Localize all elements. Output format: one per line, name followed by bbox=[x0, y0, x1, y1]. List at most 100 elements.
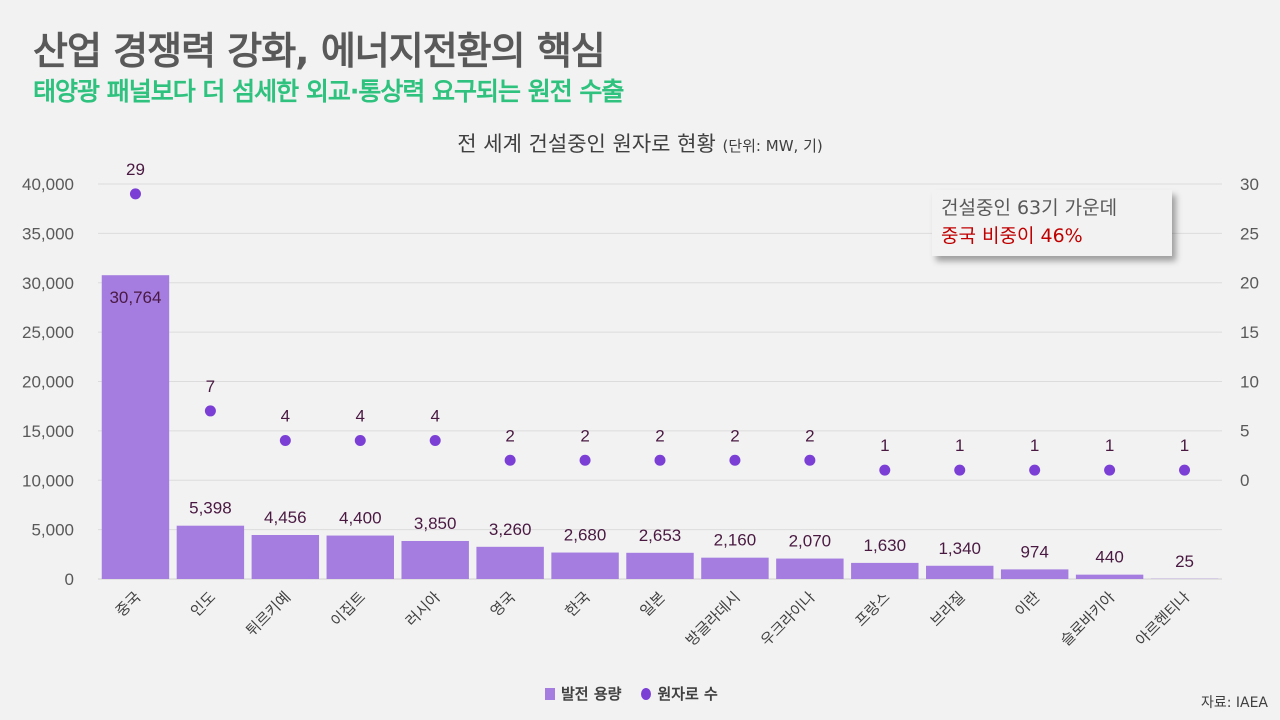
dot-value-label: 1 bbox=[1105, 436, 1114, 455]
dot-13 bbox=[1029, 464, 1041, 476]
y-right-tick-label: 15 bbox=[1240, 323, 1259, 342]
y-right-tick-label: 25 bbox=[1240, 224, 1259, 243]
y-right-tick-label: 10 bbox=[1240, 372, 1259, 391]
bar-8 bbox=[626, 552, 694, 579]
y-left-tick-label: 5,000 bbox=[31, 521, 74, 540]
bar-value-label: 25 bbox=[1175, 552, 1194, 571]
bar-value-label: 2,680 bbox=[564, 526, 607, 545]
bar-value-label: 4,400 bbox=[339, 509, 382, 528]
dot-value-label: 1 bbox=[880, 436, 889, 455]
dot-3 bbox=[279, 435, 291, 447]
y-left-tick-label: 0 bbox=[65, 570, 74, 589]
bar-6 bbox=[476, 546, 544, 579]
dot-value-label: 1 bbox=[955, 436, 964, 455]
bar-11 bbox=[851, 562, 919, 579]
dot-9 bbox=[729, 454, 741, 466]
y-right-tick-label: 5 bbox=[1240, 422, 1249, 441]
bar-value-label: 2,160 bbox=[714, 531, 757, 550]
legend-dot-label: 원자로 수 bbox=[657, 685, 718, 703]
bar-7 bbox=[551, 552, 619, 579]
source-note: 자료: IAEA bbox=[1200, 695, 1268, 711]
x-category-label: 튀르키예 bbox=[242, 588, 294, 640]
bar-5 bbox=[401, 540, 469, 579]
y-left-tick-label: 20,000 bbox=[22, 373, 74, 392]
x-category-label: 브라질 bbox=[927, 588, 969, 630]
dot-14 bbox=[1104, 464, 1116, 476]
bar-value-label: 3,850 bbox=[414, 514, 457, 533]
dot-value-label: 7 bbox=[206, 377, 215, 396]
x-category-label: 우크라이나 bbox=[757, 588, 819, 650]
dot-12 bbox=[954, 464, 966, 476]
callout-box: 건설중인 63기 가운데 중국 비중이 46% bbox=[932, 190, 1172, 256]
legend-bar-label: 발전 용량 bbox=[561, 685, 622, 703]
dot-7 bbox=[579, 454, 591, 466]
bar-12 bbox=[926, 565, 994, 579]
chart-title: 전 세계 건설중인 원자로 현황 (단위: MW, 기) bbox=[0, 128, 1280, 158]
bar-value-label: 1,340 bbox=[938, 539, 981, 558]
bar-14 bbox=[1075, 574, 1144, 579]
dot-value-label: 1 bbox=[1180, 436, 1189, 455]
dot-1 bbox=[129, 188, 141, 200]
dot-10 bbox=[804, 454, 816, 466]
y-right-tick-label: 0 bbox=[1240, 471, 1249, 490]
y-left-tick-label: 35,000 bbox=[22, 224, 74, 243]
x-category-label: 이란 bbox=[1011, 588, 1043, 620]
page-subtitle: 태양광 패널보다 더 섬세한 외교·통상력 요구되는 원전 수출 bbox=[33, 77, 624, 106]
bar-value-label: 2,070 bbox=[789, 532, 832, 551]
callout-line-2: 중국 비중이 46% bbox=[941, 225, 1083, 247]
bar-value-label: 974 bbox=[1020, 542, 1048, 561]
dot-value-label: 4 bbox=[356, 407, 365, 426]
y-right-tick-label: 20 bbox=[1240, 274, 1259, 293]
bar-9 bbox=[701, 557, 769, 579]
dot-value-label: 1 bbox=[1030, 436, 1039, 455]
dot-value-label: 4 bbox=[281, 407, 290, 426]
y-left-tick-label: 30,000 bbox=[22, 274, 74, 293]
x-category-label: 영국 bbox=[487, 588, 519, 620]
x-category-label: 일본 bbox=[637, 588, 669, 620]
y-right-tick-label: 30 bbox=[1240, 175, 1259, 194]
bar-2 bbox=[176, 525, 245, 579]
dot-value-label: 2 bbox=[655, 426, 664, 445]
x-category-label: 방글라데시 bbox=[682, 588, 744, 650]
x-category-label: 한국 bbox=[562, 588, 594, 620]
chart-title-unit: (단위: MW, 기) bbox=[722, 137, 823, 155]
y-left-tick-label: 40,000 bbox=[22, 175, 74, 194]
dot-5 bbox=[429, 435, 441, 447]
bar-10 bbox=[776, 558, 844, 579]
bar-3 bbox=[251, 534, 320, 579]
bar-value-label: 1,630 bbox=[864, 536, 907, 555]
dot-2 bbox=[204, 405, 216, 417]
x-category-label: 슬로바키아 bbox=[1057, 588, 1119, 650]
chart-title-text: 전 세계 건설중인 원자로 현황 bbox=[457, 132, 716, 156]
y-left-tick-label: 15,000 bbox=[22, 422, 74, 441]
dot-value-label: 2 bbox=[580, 426, 589, 445]
x-category-label: 중국 bbox=[112, 588, 144, 620]
dot-8 bbox=[654, 454, 666, 466]
bar-value-label: 30,764 bbox=[109, 288, 161, 307]
bar-value-label: 4,456 bbox=[264, 508, 307, 527]
x-category-label: 인도 bbox=[187, 588, 219, 620]
bar-value-label: 3,260 bbox=[489, 520, 532, 539]
bar-13 bbox=[1000, 569, 1069, 579]
bar-1 bbox=[101, 275, 170, 579]
y-left-tick-label: 25,000 bbox=[22, 323, 74, 342]
dot-15 bbox=[1179, 464, 1191, 476]
dot-value-label: 2 bbox=[805, 426, 814, 445]
x-category-label: 이집트 bbox=[327, 588, 369, 630]
callout-line-1: 건설중인 63기 가운데 bbox=[941, 197, 1118, 219]
dot-value-label: 2 bbox=[505, 426, 514, 445]
bar-4 bbox=[326, 535, 394, 579]
x-category-label: 프랑스 bbox=[852, 588, 894, 630]
y-left-tick-label: 10,000 bbox=[22, 471, 74, 490]
legend-dot-swatch bbox=[641, 687, 652, 700]
page-title: 산업 경쟁력 강화, 에너지전환의 핵심 bbox=[33, 29, 606, 73]
bar-value-label: 2,653 bbox=[639, 526, 682, 545]
dot-value-label: 2 bbox=[730, 426, 739, 445]
dot-6 bbox=[504, 454, 516, 466]
dot-value-label: 29 bbox=[126, 160, 145, 179]
dot-4 bbox=[354, 435, 366, 447]
x-category-label: 러시아 bbox=[402, 588, 444, 630]
dot-value-label: 4 bbox=[430, 407, 439, 426]
x-category-label: 아르헨티나 bbox=[1132, 588, 1194, 650]
